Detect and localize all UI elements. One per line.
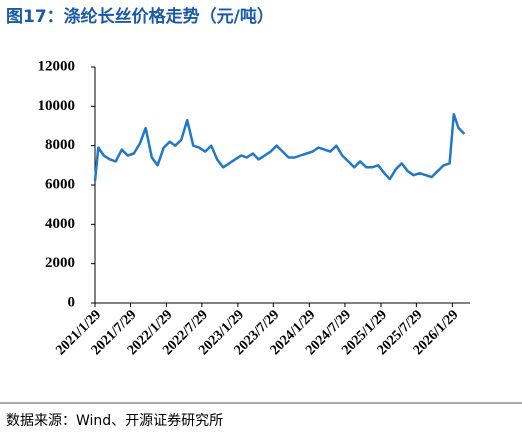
y-tick-label: 2000 bbox=[45, 255, 75, 271]
y-tick-label: 0 bbox=[68, 294, 76, 310]
y-tick-label: 8000 bbox=[45, 137, 75, 153]
price-line bbox=[93, 112, 466, 182]
y-tick-label: 10000 bbox=[38, 98, 76, 114]
source-note: 数据来源：Wind、开源证券研究所 bbox=[6, 413, 223, 429]
y-tick-label: 12000 bbox=[38, 58, 76, 74]
chart-title: 图17：涤纶长丝价格走势（元/吨） bbox=[6, 6, 274, 27]
y-tick-label: 6000 bbox=[45, 176, 75, 192]
y-tick-label: 4000 bbox=[45, 216, 75, 232]
